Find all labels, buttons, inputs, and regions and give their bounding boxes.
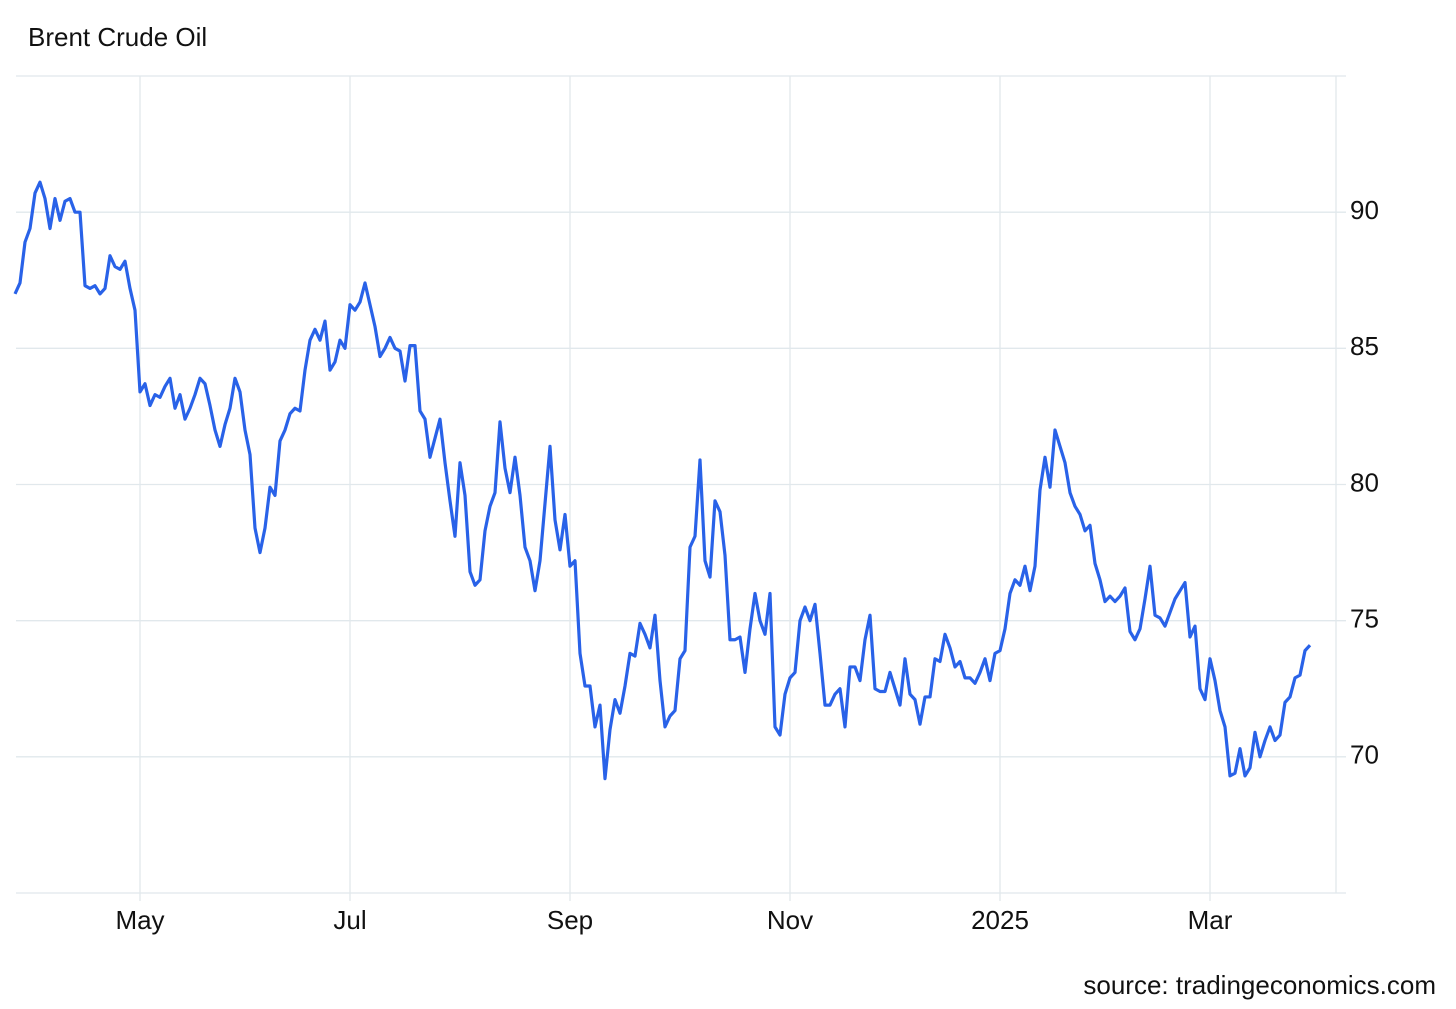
x-tick-label: Sep [547,905,593,935]
y-tick-label: 90 [1350,195,1379,225]
chart-title: Brent Crude Oil [28,22,207,52]
x-tick-label: Nov [767,905,813,935]
y-tick-label: 80 [1350,467,1379,497]
x-tick-label: 2025 [971,905,1029,935]
source: source: tradingeconomics.com [1083,970,1436,1000]
y-tick-label: 75 [1350,604,1379,634]
y-tick-label: 70 [1350,740,1379,770]
y-tick-label: 85 [1350,331,1379,361]
price-line [13,180,1312,781]
x-tick-label: May [115,905,164,935]
x-tick-label: Mar [1188,905,1233,935]
x-tick-label: Jul [333,905,366,935]
